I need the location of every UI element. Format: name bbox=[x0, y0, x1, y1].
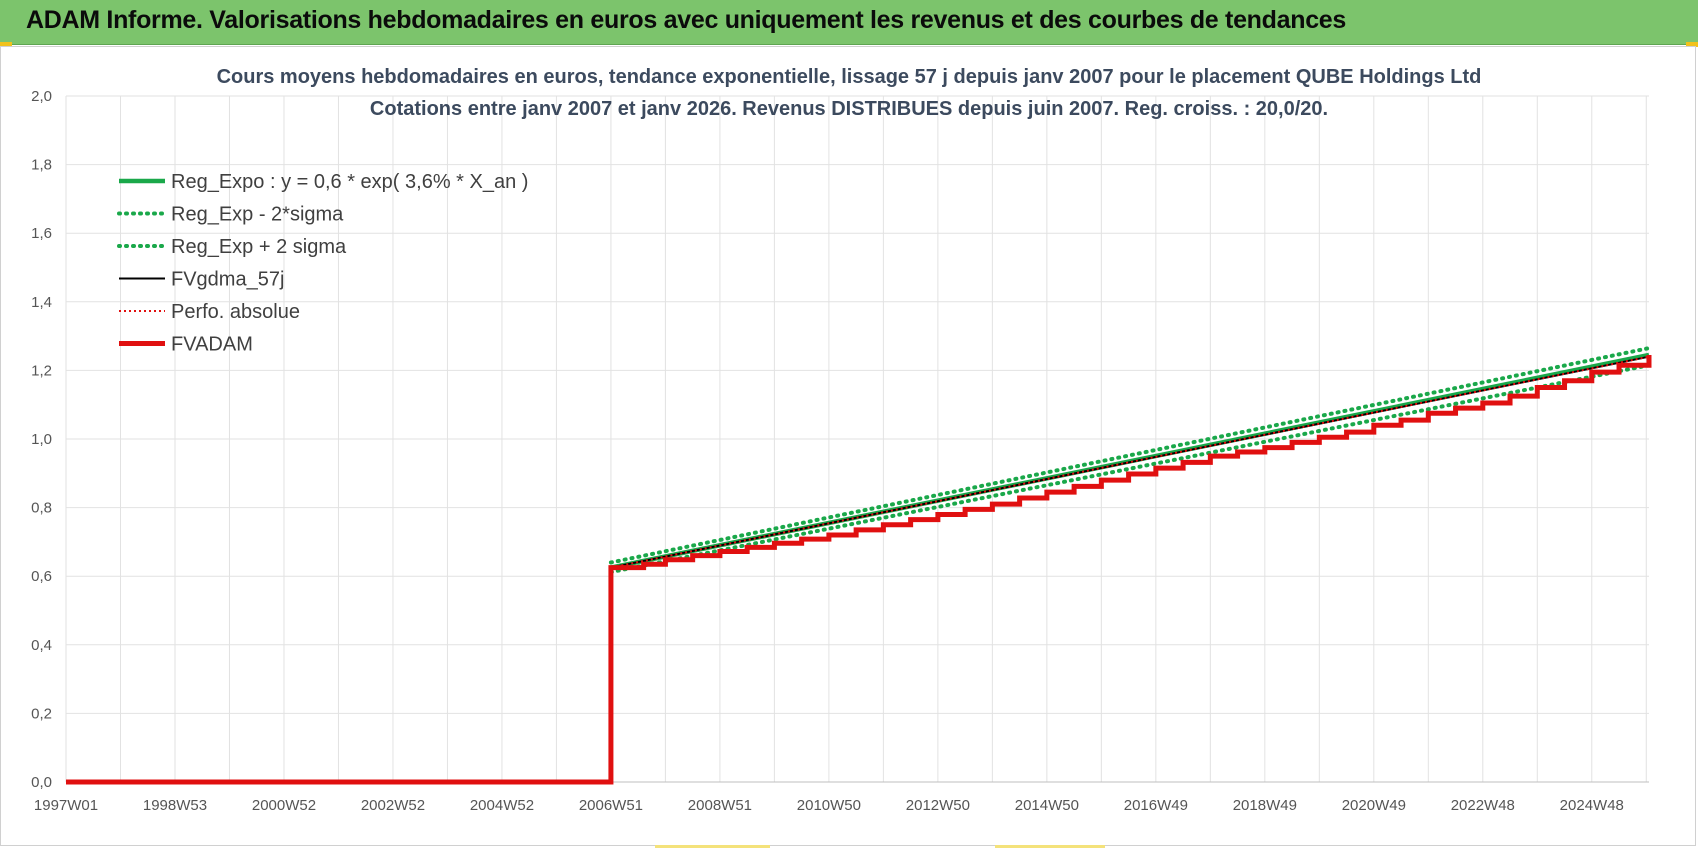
legend-label: Reg_Expo : y = 0,6 * exp( 3,6% * X_an ) bbox=[171, 171, 528, 193]
x-tick-label: 2024W48 bbox=[1560, 797, 1624, 814]
series-line-3 bbox=[608, 346, 1651, 565]
header-bar: ADAM Informe. Valorisations hebdomadaire… bbox=[0, 0, 1698, 45]
grid bbox=[65, 95, 1649, 782]
legend-label: Reg_Exp - 2*sigma bbox=[171, 204, 344, 226]
axes: 0,0 0,2 0,4 0,6 0,8 1,0 1,2 1,4 1,6 1,8 2,0 1997W01… bbox=[31, 88, 1649, 814]
chart-title-line-2: Cotations entre janv 2007 et janv 2026. … bbox=[370, 98, 1328, 120]
footer-marker-2 bbox=[995, 845, 1105, 848]
x-tick-label: 1998W53 bbox=[143, 797, 207, 814]
x-tick-label: 2014W50 bbox=[1015, 797, 1079, 814]
y-tick-label: 0,0 bbox=[31, 774, 52, 791]
chart-title: Cours moyens hebdomadaires en euros, ten… bbox=[217, 66, 1482, 120]
x-tick-label: 2008W51 bbox=[688, 797, 752, 814]
chart-title-line-1: Cours moyens hebdomadaires en euros, ten… bbox=[217, 66, 1482, 88]
y-tick-label: 2,0 bbox=[31, 88, 52, 105]
x-tick-label: 2016W49 bbox=[1124, 797, 1188, 814]
x-tick-label: 2000W52 bbox=[252, 797, 316, 814]
y-tick-label: 1,0 bbox=[31, 431, 52, 448]
legend: Reg_Expo : y = 0,6 * exp( 3,6% * X_an ) R… bbox=[117, 171, 528, 356]
corner-marker-left bbox=[0, 42, 12, 47]
x-tick-label: 2010W50 bbox=[797, 797, 861, 814]
legend-label: Perfo. absolue bbox=[171, 301, 300, 323]
x-tick-label: 1997W01 bbox=[34, 797, 98, 814]
line-chart: 0,0 0,2 0,4 0,6 0,8 1,0 1,2 1,4 1,6 1,8 2,0 1997W01… bbox=[31, 66, 1652, 814]
chart-frame: 0,0 0,2 0,4 0,6 0,8 1,0 1,2 1,4 1,6 1,8 2,0 1997W01… bbox=[0, 46, 1696, 846]
x-tick-label: 2018W49 bbox=[1233, 797, 1297, 814]
y-tick-label: 0,8 bbox=[31, 500, 52, 517]
series-line-6 bbox=[66, 354, 1652, 785]
x-tick-label: 2012W50 bbox=[906, 797, 970, 814]
x-tick-label: 2006W51 bbox=[579, 797, 643, 814]
series-line-2 bbox=[608, 363, 1651, 575]
y-tick-label: 0,6 bbox=[31, 568, 52, 585]
x-tick-label: 2004W52 bbox=[470, 797, 534, 814]
corner-marker-right bbox=[1686, 42, 1698, 47]
legend-label: Reg_Exp + 2 sigma bbox=[171, 236, 347, 258]
x-tick-label: 2022W48 bbox=[1451, 797, 1515, 814]
legend-label: FVgdma_57j bbox=[171, 269, 284, 291]
y-tick-label: 1,2 bbox=[31, 362, 52, 379]
x-tick-label: 2002W52 bbox=[361, 797, 425, 814]
y-tick-label: 1,8 bbox=[31, 157, 52, 174]
footer-marker-1 bbox=[655, 845, 770, 848]
y-tick-label: 0,4 bbox=[31, 637, 52, 654]
legend-label: FVADAM bbox=[171, 334, 253, 356]
y-tick-label: 0,2 bbox=[31, 705, 52, 722]
page-title: ADAM Informe. Valorisations hebdomadaire… bbox=[26, 6, 1347, 34]
y-tick-label: 1,4 bbox=[31, 294, 52, 311]
x-tick-label: 2020W49 bbox=[1342, 797, 1406, 814]
series-group bbox=[66, 346, 1652, 785]
y-tick-label: 1,6 bbox=[31, 225, 52, 242]
